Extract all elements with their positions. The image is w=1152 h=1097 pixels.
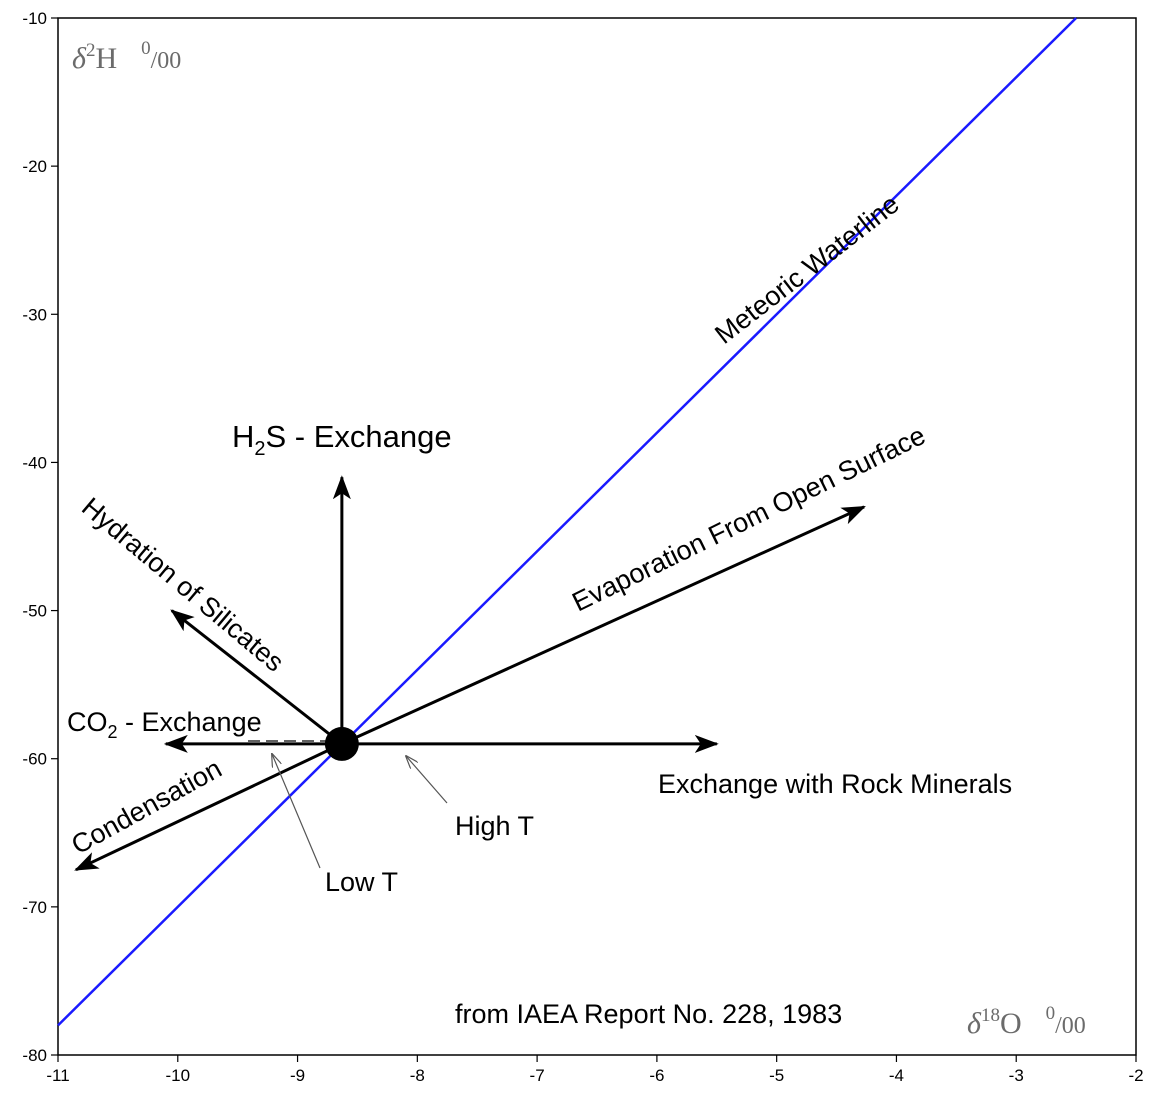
x-tick-label: -6 [649, 1066, 664, 1085]
x-tick-label: -4 [889, 1066, 904, 1085]
h2s-exchange-label: H2S - Exchange [232, 419, 452, 460]
y-tick-label: -70 [22, 898, 47, 917]
y-axis-title: δ2H 0/00 [72, 38, 181, 75]
meteoric-waterline [57, 17, 1077, 1027]
y-axis-ticks: -80 -70 -60 -50 -40 -30 -20 -10 [22, 9, 58, 1065]
process-arrows [74, 475, 866, 872]
hydration-label: Hydration of Silicates [76, 492, 290, 678]
origin-point [324, 726, 359, 761]
low-t-pointer [272, 754, 321, 869]
high-t-pointer [406, 756, 448, 804]
x-tick-label: -2 [1128, 1066, 1143, 1085]
y-tick-label: -50 [22, 602, 47, 621]
rock-minerals-label: Exchange with Rock Minerals [658, 769, 1012, 799]
y-tick-label: -40 [22, 453, 47, 472]
x-tick-label: -10 [165, 1066, 190, 1085]
x-axis-ticks: -11 -10 -9 -8 -7 -6 -5 -4 -3 -2 [46, 1055, 1144, 1085]
y-tick-label: -80 [22, 1046, 47, 1065]
process-arrow [74, 742, 343, 872]
source-citation: from IAEA Report No. 228, 1983 [455, 999, 842, 1029]
y-tick-label: -30 [22, 305, 47, 324]
y-tick-label: -60 [22, 750, 47, 769]
evaporation-label: Evaporation From Open Surface [567, 420, 930, 617]
x-tick-label: -5 [769, 1066, 784, 1085]
x-tick-label: -3 [1009, 1066, 1024, 1085]
y-tick-label: -10 [22, 9, 47, 28]
process-arrow [170, 609, 343, 746]
x-tick-label: -8 [410, 1066, 425, 1085]
co2-exchange-label: CO2 - Exchange [67, 707, 262, 742]
x-tick-label: -7 [530, 1066, 545, 1085]
x-tick-label: -9 [290, 1066, 305, 1085]
x-axis-title: δ18O 0/00 [967, 1003, 1086, 1040]
high-t-label: High T [455, 811, 534, 841]
low-t-label: Low T [325, 867, 398, 897]
x-tick-label: -11 [46, 1066, 69, 1085]
meteoric-waterline-label: Meteoric Waterline [709, 189, 904, 350]
process-arrow [341, 505, 866, 746]
plot-frame [57, 17, 1137, 1056]
condensation-label: Condensation [66, 753, 226, 860]
y-tick-label: -20 [22, 157, 47, 176]
